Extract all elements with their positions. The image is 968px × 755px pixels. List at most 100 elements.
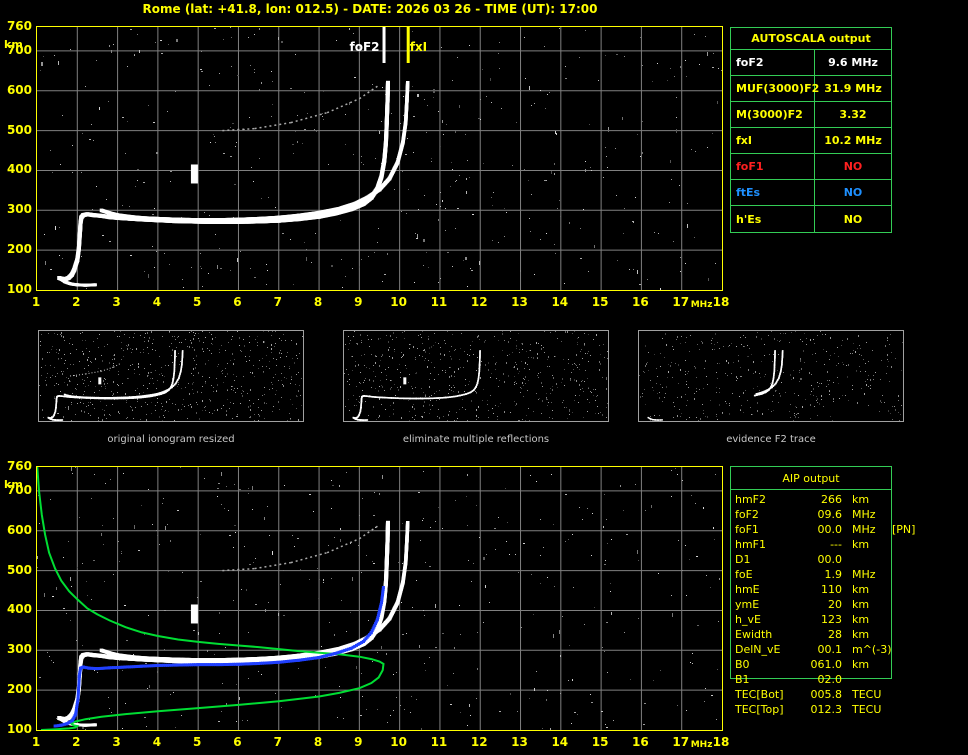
y-axis-tick: 300 [6,642,32,657]
autoscala-value: 10.2 MHz [824,134,882,147]
x-axis-tick: 12 [470,735,488,749]
aip-key: hmF2 [735,493,767,506]
aip-value: 012.3 [810,703,843,716]
aip-unit: km [852,598,870,611]
y-axis-tick: 400 [6,162,32,177]
x-axis-tick: 11 [430,735,448,749]
aip-row: foF1 00.0 MHz [PN] [731,522,931,537]
aip-key: ymE [735,598,760,611]
x-axis-tick: 5 [192,295,202,309]
y-axis-tick: 600 [6,82,32,97]
mini-panel-no-multiples[interactable] [343,330,609,422]
aip-value: 02.0 [817,673,843,686]
bottom-plot-canvas [37,467,722,730]
autoscala-key: foF1 [731,154,815,179]
autoscala-row: ftEs NO [731,180,891,206]
bottom-ionogram-plot[interactable] [36,466,723,731]
marker-label-fof2: foF2 [349,40,380,54]
aip-key: TEC[Top] [735,703,784,716]
x-axis-tick: 13 [511,295,528,309]
y-axis-tick: 100 [6,282,32,296]
y-axis-tick: 300 [6,202,32,217]
autoscala-key: MUF(3000)F2 [731,76,819,101]
aip-row: B1 02.0 [731,672,931,687]
y-axis-tick: 200 [6,242,32,257]
aip-value: 28 [828,628,842,641]
aip-key: foE [735,568,753,581]
y-axis-tick: 700 [6,42,32,57]
x-axis-tick: 12 [470,295,488,309]
x-axis-tick: 4 [152,295,162,309]
x-axis-tick: 5 [192,735,202,749]
autoscala-value: 9.6 MHz [828,56,878,69]
x-axis-tick: 2 [72,735,81,749]
autoscala-value: 3.32 [839,108,867,121]
autoscala-value: NO [843,160,863,173]
aip-row: TEC[Bot] 005.8 TECU [731,687,931,702]
x-axis-tick: 1 [31,295,41,309]
x-axis-tick: 8 [313,295,323,309]
y-axis-tick: 400 [6,602,32,617]
x-axis-tick: 2 [72,295,81,309]
aip-row: hmF2 266 km [731,492,931,507]
aip-key: B1 [735,673,750,686]
aip-unit: MHz [852,523,876,536]
mini-panel-original[interactable] [38,330,304,422]
x-axis-tick: 1 [31,735,41,749]
x-axis-tick: 10 [390,735,407,749]
x-axis-unit-label: MHz [690,300,713,310]
aip-value: 20 [828,598,842,611]
aip-value: 09.6 [817,508,843,521]
autoscala-rows: foF2 9.6 MHz MUF(3000)F2 31.9 MHz M(3000)F2 3… [731,50,891,232]
aip-key: hmE [735,583,760,596]
aip-title: AIP output [731,467,891,490]
autoscala-output-table: AUTOSCALA output foF2 9.6 MHz MUF(3000)F2 3… [730,27,892,233]
x-axis-tick: 7 [273,295,282,309]
aip-key: Ewidth [735,628,773,641]
top-ionogram-plot[interactable] [36,26,723,291]
x-axis-tick: 4 [152,735,162,749]
aip-unit: TECU [852,703,882,716]
y-axis-tick: 600 [6,522,32,537]
autoscala-title: AUTOSCALA output [731,28,891,50]
aip-row: foF2 09.6 MHz [731,507,931,522]
x-axis-tick: 18 [712,295,730,309]
aip-value: 061.0 [810,658,843,671]
aip-row: ymE 20 km [731,597,931,612]
aip-value: 00.0 [817,553,843,566]
x-axis-tick: 17 [672,295,690,309]
aip-key: B0 [735,658,750,671]
aip-note: [PN] [892,523,916,536]
aip-value: 266 [821,493,842,506]
y-axis-tick: 760 [6,19,32,33]
aip-key: DelN_vE [735,643,781,656]
mini-panel-f2-trace[interactable] [638,330,904,422]
page-title: Rome (lat: +41.8, lon: 012.5) - DATE: 20… [142,2,598,16]
x-axis-tick: 6 [233,295,242,309]
x-axis-tick: 16 [632,295,649,309]
aip-value: 00.1 [817,643,843,656]
aip-output-box: AIP output [730,466,892,679]
autoscala-key: M(3000)F2 [731,102,815,127]
autoscala-row: M(3000)F2 3.32 [731,102,891,128]
x-axis-tick: 7 [273,735,282,749]
aip-unit: m^(-3) [852,643,892,656]
x-axis-tick: 14 [551,735,569,749]
x-axis-tick: 16 [632,735,649,749]
aip-unit: km [852,628,870,641]
autoscala-key: fxI [731,128,815,153]
aip-key: hmF1 [735,538,767,551]
x-axis-tick: 10 [390,295,407,309]
aip-row: hmE 110 km [731,582,931,597]
aip-key: TEC[Bot] [735,688,784,701]
y-axis-tick: 200 [6,682,32,697]
y-axis-tick: 700 [6,482,32,497]
autoscala-value: NO [843,212,863,226]
aip-unit: MHz [852,508,876,521]
mini-panel-no-multiples-canvas [344,331,608,421]
aip-row: DelN_vE 00.1 m^(-3) [731,642,931,657]
autoscala-value: NO [843,186,863,199]
aip-unit: km [852,538,870,551]
autoscala-key: ftEs [731,180,815,205]
